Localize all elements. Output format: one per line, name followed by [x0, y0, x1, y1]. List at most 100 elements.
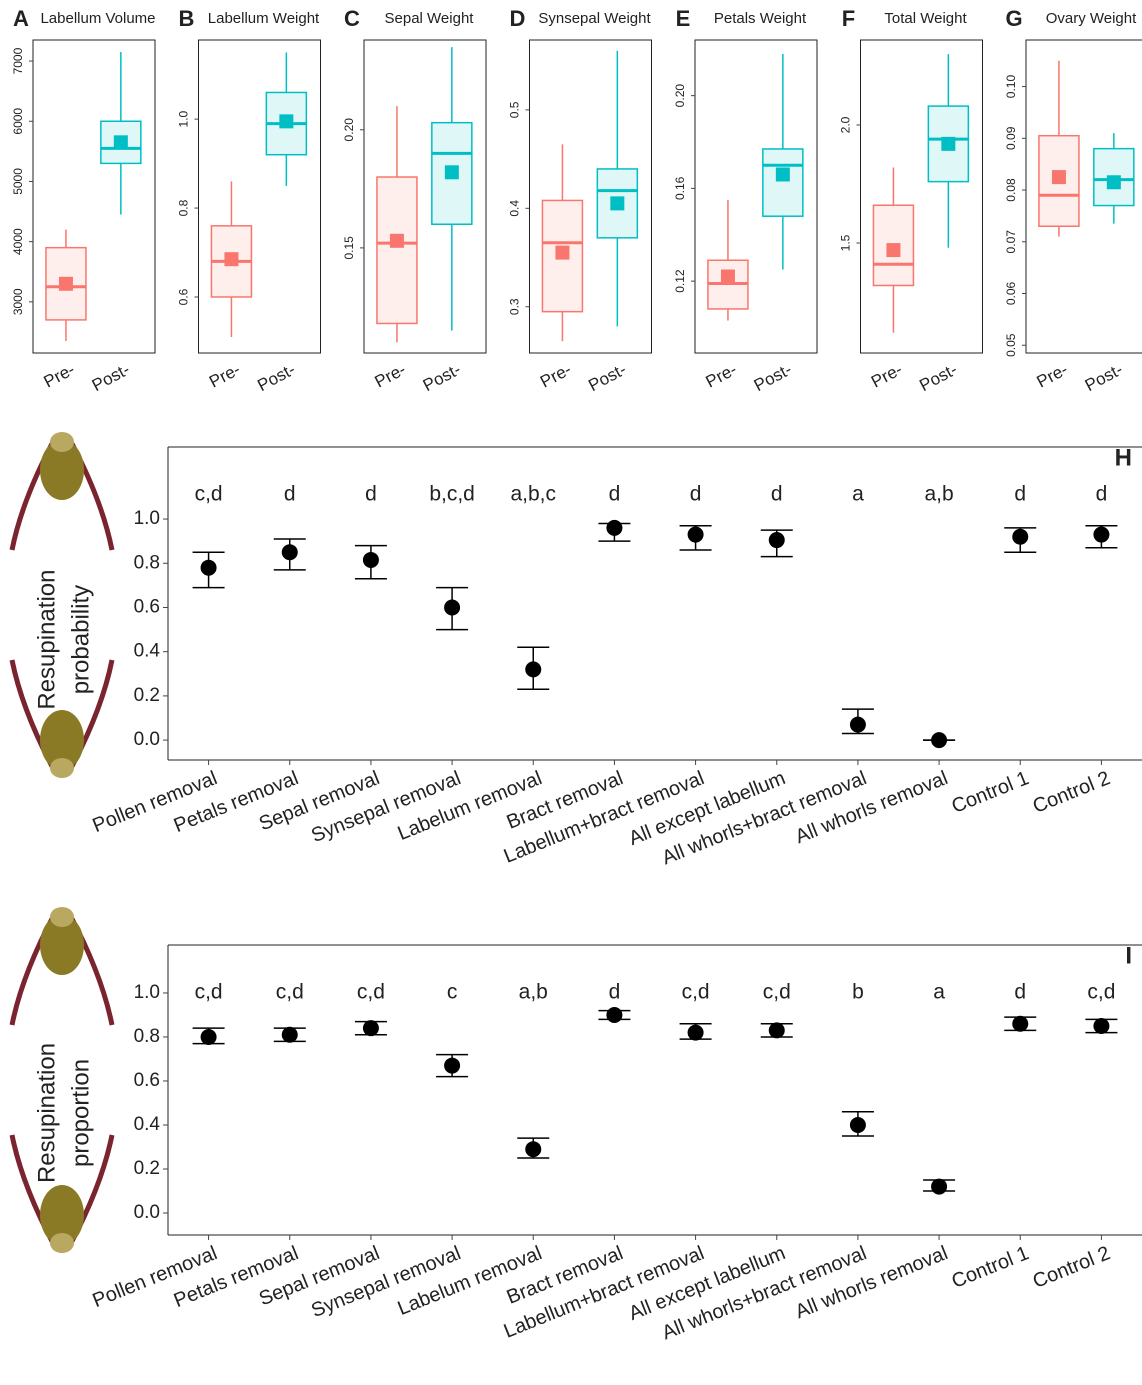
- y-tick-label: 0.6: [134, 1070, 160, 1091]
- mean: [390, 234, 404, 248]
- y-tick-label: 0.16: [673, 176, 687, 200]
- letter-label: d: [1014, 981, 1026, 1004]
- x-tick-label: Pre-: [206, 360, 243, 392]
- x-tick-label: Post-: [916, 360, 960, 395]
- mean: [886, 243, 900, 257]
- letter-label: a,b,c: [510, 483, 556, 506]
- letter-label: a,b: [924, 483, 953, 506]
- y-tick-label: 1.0: [177, 110, 191, 127]
- panel-title: Labellum Volume: [40, 10, 155, 27]
- page: ALabellum Volume30004000500060007000Pre-…: [0, 0, 1142, 1385]
- point: [525, 661, 541, 677]
- y-tick-label: 0.20: [673, 84, 687, 108]
- panel-letter: E: [676, 6, 691, 31]
- y-tick-label: 0.8: [134, 1026, 160, 1047]
- point: [444, 1058, 460, 1074]
- point: [1093, 527, 1109, 543]
- y-tick-label: 0.12: [673, 269, 687, 293]
- box: [377, 177, 417, 323]
- letter-label: c: [447, 981, 458, 1004]
- box: [763, 149, 803, 216]
- point: [688, 1025, 704, 1041]
- point: [282, 1027, 298, 1043]
- letter-label: b,c,d: [429, 483, 475, 506]
- x-tick-label: Control 2: [1030, 767, 1113, 818]
- panel-letter: I: [1125, 942, 1132, 969]
- x-tick-label: Control 1: [949, 767, 1032, 818]
- letter-label: d: [365, 483, 377, 506]
- x-tick-label: Post-: [751, 360, 795, 395]
- letter-label: c,d: [195, 483, 223, 506]
- mean: [114, 135, 128, 149]
- orchid-icon: [12, 907, 112, 1025]
- point: [1012, 529, 1028, 545]
- point: [525, 1141, 541, 1157]
- panel-title: Total Weight: [884, 10, 967, 27]
- panel-title: Labellum Weight: [208, 10, 320, 27]
- y-tick-label: 0.0: [134, 729, 160, 750]
- x-tick-label: Pre-: [41, 360, 78, 392]
- mean: [721, 269, 735, 283]
- x-tick-label: Pre-: [537, 360, 574, 392]
- figure: ALabellum Volume30004000500060007000Pre-…: [0, 0, 1142, 1385]
- mean: [1107, 175, 1121, 189]
- y-tick-label: 0.05: [1004, 333, 1018, 357]
- letter-label: a: [852, 483, 864, 506]
- mean: [1052, 170, 1066, 184]
- y-tick-label: 1.0: [134, 508, 160, 529]
- point: [931, 732, 947, 748]
- letter-label: c,d: [1087, 981, 1115, 1004]
- x-tick-label: Post-: [420, 360, 464, 395]
- y-tick-label: 0.3: [508, 298, 522, 315]
- x-tick-label: Post-: [585, 360, 629, 395]
- y-axis-label: proportion: [67, 1059, 94, 1167]
- letter-label: d: [1014, 483, 1026, 506]
- y-axis-label: Resupination: [33, 570, 60, 710]
- point: [688, 527, 704, 543]
- x-tick-label: Post-: [254, 360, 298, 395]
- y-tick-label: 0.4: [508, 200, 522, 217]
- y-tick-label: 1.0: [134, 982, 160, 1003]
- panel-letter: A: [13, 6, 29, 31]
- orchid-icon: [12, 1135, 112, 1253]
- letter-label: c,d: [195, 981, 223, 1004]
- y-tick-label: 7000: [11, 47, 25, 74]
- y-tick-label: 0.10: [1004, 75, 1018, 99]
- y-tick-label: 0.20: [342, 118, 356, 142]
- point: [850, 1117, 866, 1133]
- panel-title: Ovary Weight: [1046, 10, 1137, 27]
- panel-letter: B: [179, 6, 195, 31]
- y-tick-label: 0.5: [508, 101, 522, 118]
- y-axis-label: Resupination: [33, 1043, 60, 1183]
- point: [606, 520, 622, 536]
- y-tick-label: 0.0: [134, 1202, 160, 1223]
- x-tick-label: Pre-: [372, 360, 409, 392]
- point: [363, 1020, 379, 1036]
- point: [606, 1007, 622, 1023]
- letter-label: d: [1096, 483, 1108, 506]
- mean: [941, 137, 955, 151]
- y-tick-label: 1.5: [839, 234, 853, 251]
- letter-label: a,b: [519, 981, 548, 1004]
- letter-label: c,d: [763, 981, 791, 1004]
- letter-label: b: [852, 981, 864, 1004]
- panel-letter: F: [842, 6, 855, 31]
- letter-label: c,d: [357, 981, 385, 1004]
- y-tick-label: 0.2: [134, 685, 160, 706]
- point: [201, 560, 217, 576]
- panel-letter: H: [1115, 444, 1132, 471]
- point: [1093, 1018, 1109, 1034]
- x-tick-label: Control 2: [1030, 1242, 1113, 1293]
- mean: [610, 196, 624, 210]
- mean: [59, 277, 73, 291]
- letter-label: a: [933, 981, 945, 1004]
- y-tick-label: 0.2: [134, 1158, 160, 1179]
- point: [769, 1022, 785, 1038]
- y-tick-label: 0.09: [1004, 126, 1018, 150]
- y-tick-label: 2.0: [839, 116, 853, 133]
- point: [850, 717, 866, 733]
- plot-frame: [861, 40, 983, 353]
- y-tick-label: 4000: [11, 228, 25, 255]
- letter-label: d: [690, 483, 702, 506]
- orchid-icons: [12, 432, 112, 1253]
